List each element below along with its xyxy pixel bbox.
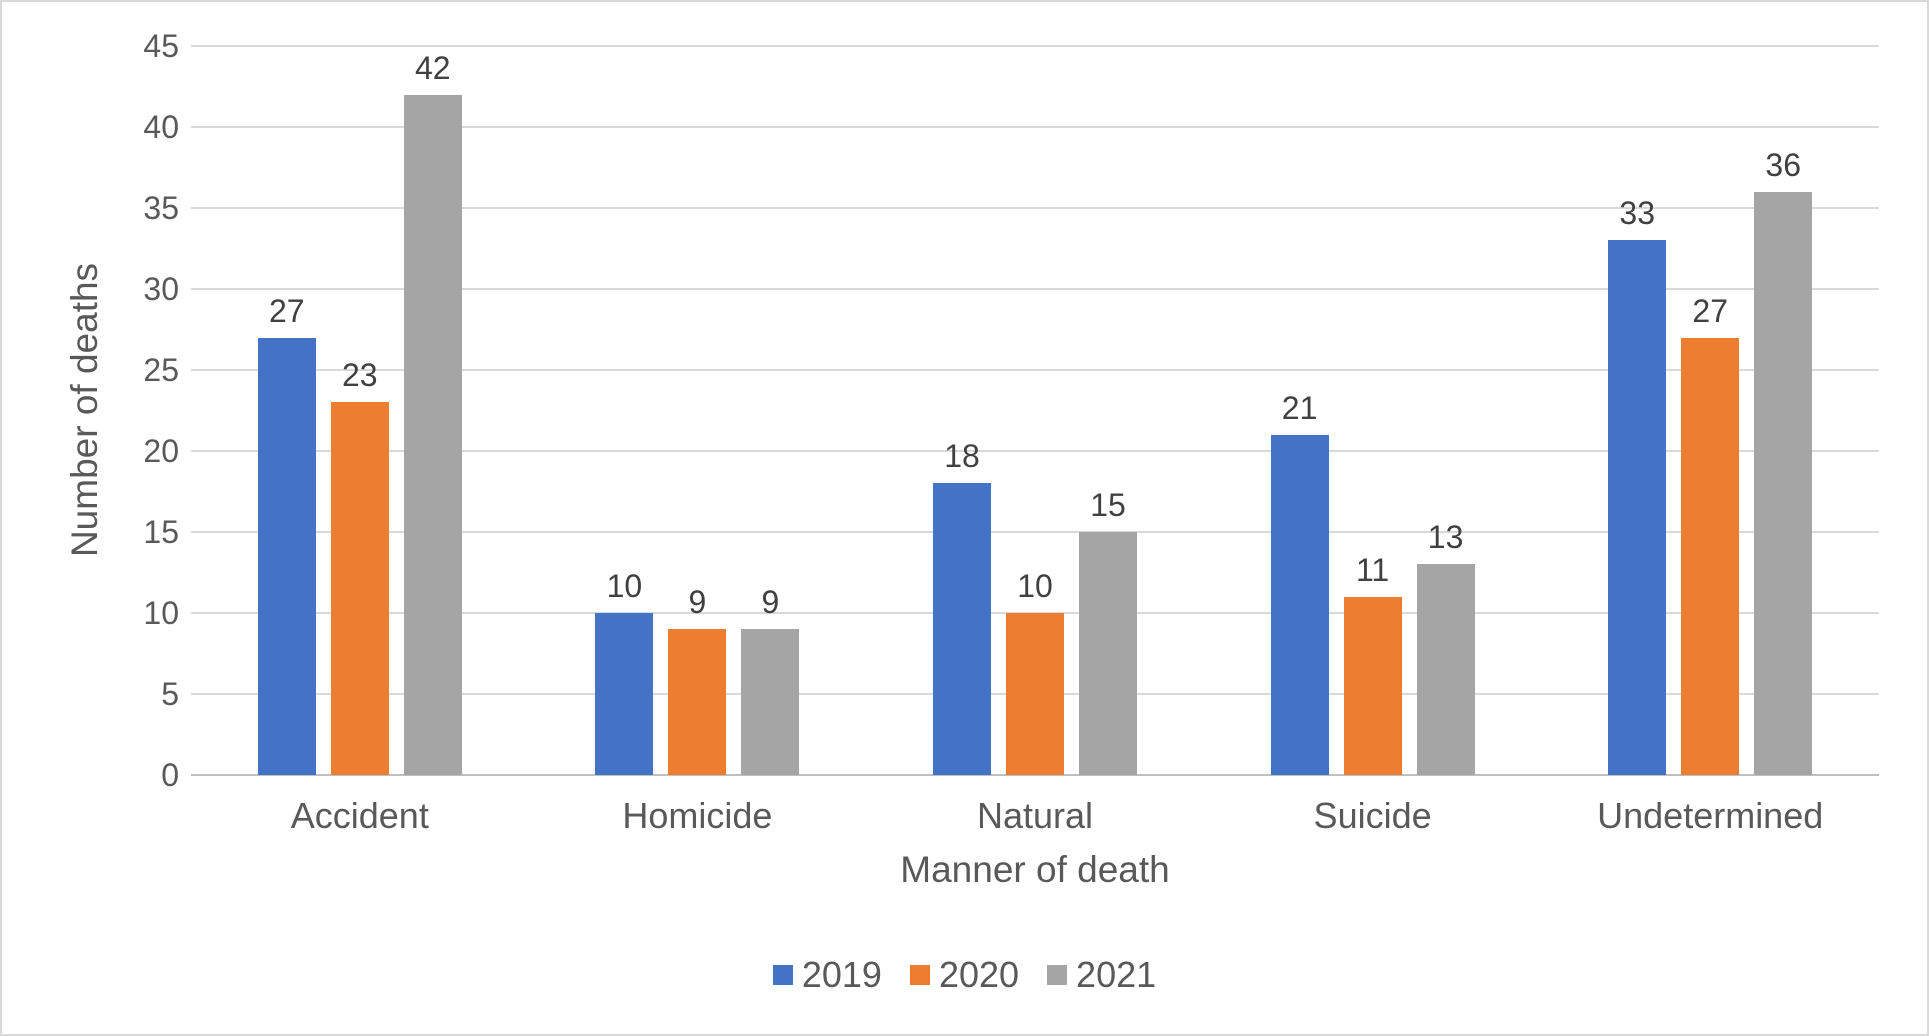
legend-item-2021: 2021 — [1047, 954, 1156, 996]
x-axis-line — [191, 774, 1879, 776]
data-label-2020-natural: 10 — [1017, 568, 1053, 604]
category-label-natural: Natural — [976, 795, 1094, 836]
bar-2020-natural — [1006, 613, 1064, 775]
data-label-2019-natural: 18 — [944, 438, 980, 475]
y-tick-label-10: 10 — [143, 595, 179, 631]
gridline-40 — [191, 126, 1879, 128]
bar-2019-suicide — [1270, 434, 1329, 775]
legend-item-2019: 2019 — [772, 954, 882, 996]
y-tick-label-35: 35 — [143, 190, 179, 226]
bar-2020-accident — [330, 402, 389, 775]
gridline-45 — [191, 45, 1879, 47]
gridline-25 — [191, 369, 1879, 371]
legend-swatch-2019 — [772, 965, 793, 985]
data-label-2020-suicide: 11 — [1355, 551, 1390, 588]
category-label-homicide: Homicide — [622, 795, 773, 836]
legend-label-2020: 2020 — [938, 954, 1020, 995]
x-axis-title: Manner of death — [900, 849, 1170, 890]
data-label-2021-accident: 42 — [415, 49, 451, 86]
data-label-2021-undetermined: 36 — [1765, 146, 1801, 183]
bar-2021-undetermined — [1754, 191, 1813, 775]
bar-2021-suicide — [1416, 564, 1475, 775]
bar-2019-undetermined — [1608, 240, 1667, 775]
y-tick-label-0: 0 — [161, 757, 179, 793]
data-label-2019-accident: 27 — [269, 292, 305, 329]
legend-label-2021: 2021 — [1076, 954, 1157, 995]
data-label-2019-suicide: 21 — [1281, 389, 1318, 426]
category-label-accident: Accident — [290, 795, 429, 836]
y-tick-label-15: 15 — [143, 514, 179, 550]
y-tick-label-25: 25 — [143, 352, 179, 388]
legend-swatch-2020 — [909, 965, 930, 985]
bar-2020-undetermined — [1681, 337, 1740, 775]
y-tick-label-45: 45 — [143, 28, 179, 64]
gridline-15 — [191, 531, 1879, 533]
category-label-undetermined: Undetermined — [1597, 795, 1824, 836]
gridline-35 — [191, 207, 1879, 209]
data-label-2021-suicide: 13 — [1427, 519, 1464, 556]
bar-2019-homicide — [595, 613, 654, 775]
bar-2021-accident — [403, 94, 462, 775]
bar-2020-homicide — [668, 629, 727, 775]
data-label-2021-homicide: 9 — [761, 584, 780, 621]
bar-2021-homicide — [741, 629, 800, 775]
y-tick-label-30: 30 — [143, 271, 179, 307]
gridline-30 — [191, 288, 1879, 290]
data-label-2021-natural: 15 — [1090, 487, 1126, 523]
data-label-2020-homicide: 9 — [688, 584, 707, 621]
bar-2020-suicide — [1343, 596, 1402, 775]
bar-2019-accident — [257, 337, 316, 775]
y-tick-label-5: 5 — [161, 676, 179, 712]
legend-label-2019: 2019 — [801, 954, 882, 995]
bar-2019-natural — [933, 483, 991, 775]
legend-item-2020: 2020 — [909, 954, 1020, 996]
legend-swatch-2021 — [1047, 965, 1068, 985]
bar-2021-natural — [1079, 532, 1137, 775]
data-label-2019-undetermined: 33 — [1619, 195, 1655, 232]
y-tick-label-40: 40 — [143, 109, 179, 145]
category-label-suicide: Suicide — [1313, 795, 1432, 836]
y-tick-label-20: 20 — [143, 433, 179, 469]
data-label-2019-homicide: 10 — [606, 568, 643, 604]
gridline-20 — [191, 450, 1879, 452]
data-label-2020-accident: 23 — [342, 357, 378, 394]
legend: 2019 2020 2021 — [2, 954, 1927, 995]
data-label-2020-undetermined: 27 — [1692, 292, 1728, 329]
